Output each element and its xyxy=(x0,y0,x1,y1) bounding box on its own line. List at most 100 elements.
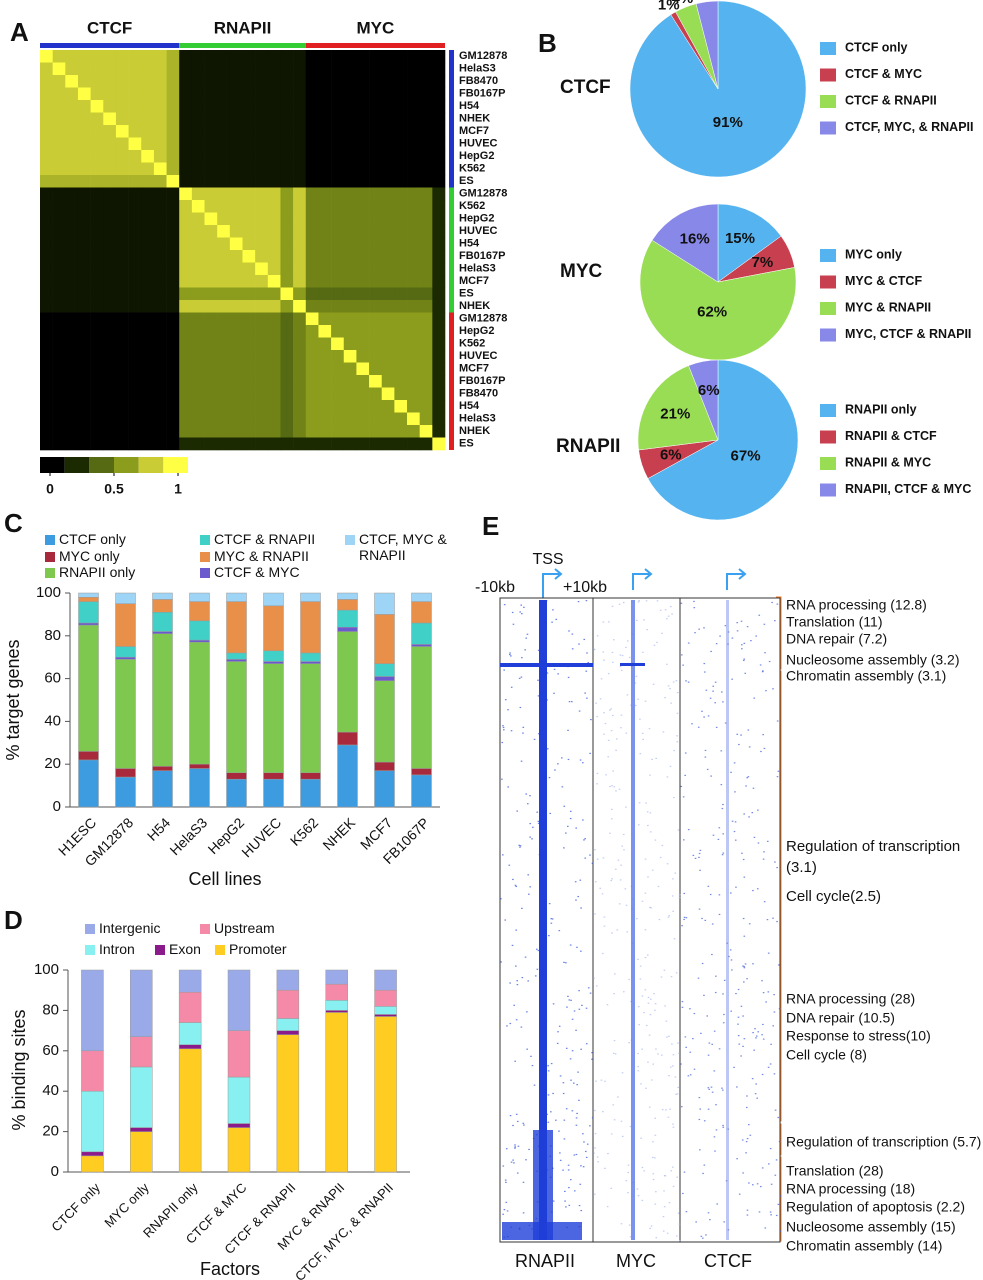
heat-cell xyxy=(204,412,218,426)
density-dot xyxy=(594,881,597,883)
heat-cell xyxy=(77,75,91,88)
legend-swatch xyxy=(820,302,836,315)
heat-cell xyxy=(280,212,294,226)
heat-cell xyxy=(280,287,294,301)
heat-cell xyxy=(40,175,53,188)
density-dot xyxy=(565,1108,568,1110)
heat-cell xyxy=(369,62,383,76)
heat-cell xyxy=(204,237,218,251)
bar-segment xyxy=(178,1044,202,1050)
density-dot xyxy=(713,1030,716,1032)
heat-cell xyxy=(65,262,79,276)
density-dot xyxy=(644,929,647,931)
heat-cell xyxy=(242,312,256,326)
density-dot xyxy=(766,840,769,843)
heat-cell xyxy=(52,375,66,388)
density-dot xyxy=(555,1119,557,1121)
heat-cell xyxy=(229,150,243,163)
density-dot xyxy=(643,1012,645,1014)
heat-cell xyxy=(369,337,383,351)
x-tick-label: MYC only xyxy=(101,1180,152,1231)
density-dot xyxy=(672,681,675,683)
density-dot xyxy=(639,753,642,755)
bar-segment xyxy=(276,1034,300,1173)
density-dot xyxy=(571,633,574,635)
density-dot xyxy=(565,962,567,964)
legend-label: MYC only xyxy=(845,247,902,261)
heat-cell xyxy=(141,150,155,163)
heat-cell xyxy=(305,262,319,276)
heat-cell xyxy=(407,412,420,426)
density-dot xyxy=(611,651,614,654)
density-dot xyxy=(763,851,765,853)
density-dot xyxy=(658,918,661,921)
density-dot xyxy=(746,1137,749,1140)
heat-cell xyxy=(356,337,370,351)
heat-cell xyxy=(280,437,294,451)
density-dot xyxy=(682,796,685,798)
density-dot xyxy=(584,692,586,694)
density-dot xyxy=(683,916,686,918)
density-dot xyxy=(614,973,616,975)
heat-cell xyxy=(432,287,446,301)
heat-cell xyxy=(432,350,446,363)
heat-cell xyxy=(128,275,142,288)
heat-cell xyxy=(115,150,129,163)
density-dot xyxy=(682,1192,684,1195)
density-dot xyxy=(606,1206,609,1208)
heat-cell xyxy=(356,437,370,451)
density-dot xyxy=(622,991,625,993)
legend-label: RNAPII & CTCF xyxy=(845,429,937,443)
density-dot xyxy=(662,1230,665,1232)
heat-cell xyxy=(52,337,66,351)
heat-cell xyxy=(356,162,370,176)
heat-cell xyxy=(141,337,155,351)
x-tick-label: H54 xyxy=(144,814,174,844)
heat-cell xyxy=(90,62,104,76)
heat-cell xyxy=(318,237,332,251)
bar-segment xyxy=(337,609,358,628)
density-dot xyxy=(509,652,511,654)
heat-cell xyxy=(179,350,193,363)
density-dot xyxy=(687,828,690,831)
heat-cell xyxy=(65,212,79,226)
y-tick-label: 20 xyxy=(44,755,61,772)
density-dot xyxy=(610,1187,612,1189)
heat-cell xyxy=(381,75,395,88)
heat-cell xyxy=(103,287,117,301)
density-dot xyxy=(773,994,775,996)
heat-cell xyxy=(65,150,79,163)
density-band xyxy=(631,600,635,1240)
heat-cell xyxy=(432,62,446,76)
heat-cell xyxy=(331,350,345,363)
pie-slice xyxy=(717,203,782,283)
heat-cell xyxy=(141,112,155,126)
go-annotation: Regulation of transcription (5.7) xyxy=(786,1134,981,1150)
density-dot xyxy=(554,769,556,771)
row-label: MCF7 xyxy=(459,125,489,137)
density-dot xyxy=(703,1120,706,1122)
density-dot xyxy=(515,929,517,931)
heat-cell xyxy=(128,100,142,113)
heat-cell xyxy=(305,350,319,363)
heat-cell xyxy=(103,362,117,376)
heat-cell xyxy=(166,175,180,188)
density-dot xyxy=(574,881,577,883)
heat-cell xyxy=(343,387,357,401)
density-dot xyxy=(503,669,505,671)
heat-cell xyxy=(191,150,205,163)
go-annotation: Translation (11) xyxy=(786,614,882,630)
heat-cell xyxy=(318,225,332,238)
density-dot xyxy=(707,1108,710,1110)
heat-cell xyxy=(343,375,357,388)
heat-cell xyxy=(141,262,155,276)
heat-cell xyxy=(65,187,79,201)
heat-cell xyxy=(166,50,180,63)
row-label: GM12878 xyxy=(459,50,507,62)
density-dot xyxy=(521,613,523,615)
heat-cell xyxy=(217,387,231,401)
heat-cell xyxy=(128,162,142,176)
heat-cell xyxy=(267,300,281,313)
heat-cell xyxy=(52,437,66,451)
colorbar-swatch xyxy=(40,457,65,473)
